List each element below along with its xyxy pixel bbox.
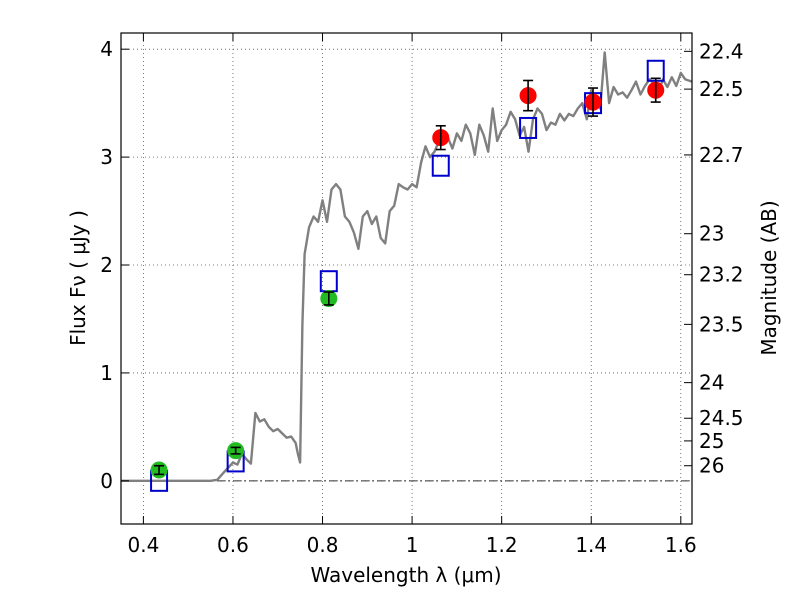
- magnitude-tick-label: 26: [699, 454, 724, 478]
- model-photometry-square: [431, 154, 450, 177]
- x-tick-label: 0.8: [307, 533, 339, 557]
- magnitude-tick-label: 22.4: [699, 39, 744, 63]
- magnitude-tick-label: 24.5: [699, 406, 744, 430]
- y-tick-label: 0: [100, 469, 113, 493]
- magnitude-tick-label: 25: [699, 429, 724, 453]
- y-tick-label: 4: [100, 37, 113, 61]
- x-tick-label: 0.6: [217, 533, 249, 557]
- y-tick-label: 1: [100, 361, 113, 385]
- x-tick-label: 1.4: [575, 533, 607, 557]
- magnitude-tick-label: 23: [699, 222, 724, 246]
- x-tick-labels: 0.4 0.6 0.8 1 1.2 1.4 1.6: [127, 533, 696, 557]
- model-photometry-square: [519, 116, 538, 139]
- magnitude-tick-label: 23.5: [699, 312, 744, 336]
- y2-axis-title: Magnitude (AB): [757, 200, 781, 355]
- y-tick-label: 3: [100, 145, 113, 169]
- plot-frame: [120, 32, 693, 525]
- x-tick-label: 1.2: [486, 533, 518, 557]
- x-tick-label: 1.6: [665, 533, 697, 557]
- observed-points: [150, 77, 665, 479]
- y-axis-title: Flux Fν ( μJy ): [66, 210, 90, 346]
- y-tick-label: 2: [100, 253, 113, 277]
- magnitude-tick-label: 22.7: [699, 143, 744, 167]
- x-tick-label: 0.4: [127, 533, 159, 557]
- axis-ticks: [121, 33, 692, 524]
- x-axis-title: Wavelength λ (μm): [310, 563, 501, 587]
- plot-background: [121, 33, 692, 524]
- magnitude-tick-label: 23.2: [699, 263, 744, 287]
- x-tick-label: 1: [406, 533, 419, 557]
- magnitude-tick-label: 24: [699, 371, 724, 395]
- y-tick-labels: 0 1 2 3 4: [100, 37, 113, 493]
- magnitude-tick-label: 22.5: [699, 77, 744, 101]
